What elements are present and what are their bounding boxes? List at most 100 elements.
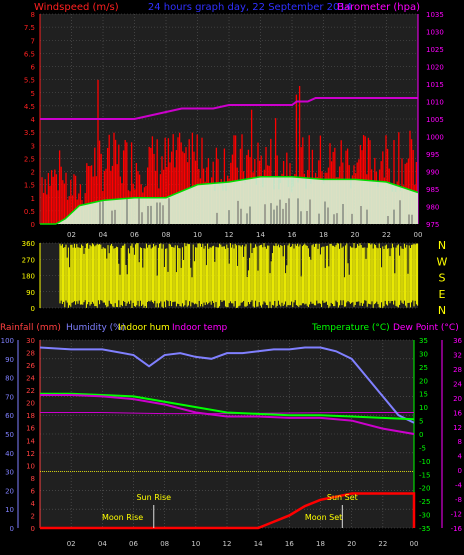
wind-y-tick: 7.5 [24, 24, 35, 32]
indoor-temp-line [40, 412, 414, 415]
wind-y-tick: 5.5 [24, 77, 35, 85]
windspeed-label: Windspeed (m/s) [34, 2, 119, 13]
humidity-tick: 90 [5, 356, 14, 364]
indoor-temp-tick: -4 [455, 482, 463, 490]
rain-tick: 12 [26, 450, 35, 458]
rain-tick: 28 [26, 350, 35, 358]
indoor-temp-tick: 28 [453, 366, 462, 374]
indoor-temp-tick: 4 [458, 453, 463, 461]
wind-x-tick: 00 [414, 231, 423, 239]
temp-tick: 10 [419, 404, 428, 412]
dir-y-tick: 90 [26, 289, 35, 297]
temp-tick: -25 [419, 498, 430, 506]
humidity-line [39, 346, 415, 424]
wind-y-tick: 0.5 [24, 208, 35, 216]
dir-y-tick: 270 [22, 256, 35, 264]
legend-humidity: Humidity (%) [66, 323, 125, 333]
wind-y-tick: 5 [31, 90, 35, 98]
temp-x-tick: 18 [316, 540, 325, 548]
wind-avg-area [40, 176, 418, 224]
humidity-tick: 30 [5, 469, 14, 477]
temp-x-tick: 12 [223, 540, 232, 548]
legend-indoor-hum: Indoor hum [118, 323, 170, 333]
temp-tick: -30 [419, 512, 430, 520]
indoor-temp-tick: 24 [453, 380, 462, 388]
baro-y-tick: 1025 [426, 46, 444, 54]
temp-x-tick: 14 [254, 540, 263, 548]
wind-y-tick: 3.5 [24, 129, 35, 137]
rain-tick: 22 [26, 387, 35, 395]
dewpoint-line [40, 394, 415, 435]
sun-rise-label: Sun Rise [136, 493, 171, 502]
temp-tick: 35 [419, 337, 428, 345]
legend-indoor-temp: Indoor temp [172, 323, 227, 333]
indoor-temp-tick: 8 [458, 438, 462, 446]
baro-y-tick: 995 [426, 151, 439, 159]
moon-rise-label: Moon Rise [102, 513, 143, 522]
baro-y-tick: 1035 [426, 11, 444, 19]
rain-tick: 2 [31, 512, 35, 520]
temp-x-tick: 06 [129, 540, 138, 548]
dir-y-tick: 180 [22, 273, 35, 281]
temp-tick: 0 [419, 431, 423, 439]
wind-x-tick: 14 [256, 231, 265, 239]
temp-tick: 30 [419, 350, 428, 358]
temp-x-tick: 04 [98, 540, 107, 548]
humidity-tick: 20 [5, 487, 14, 495]
temp-x-tick: 08 [160, 540, 169, 548]
temp-x-tick: 10 [191, 540, 200, 548]
indoor-temp-tick: -16 [451, 525, 463, 533]
humidity-tick: 60 [5, 412, 14, 420]
wind-avg-line [40, 176, 419, 225]
wind-y-tick: 4.5 [24, 103, 35, 111]
baro-y-tick: 1020 [426, 64, 444, 72]
wind-x-tick: 10 [193, 231, 202, 239]
rain-tick: 4 [31, 500, 36, 508]
legend-dewpoint: Dew Point (°C) [393, 323, 459, 333]
temp-tick: 25 [419, 364, 428, 372]
compass-n: N [438, 304, 446, 317]
barometer-line [40, 97, 418, 120]
indoor-temp-tick: 20 [453, 395, 462, 403]
indoor-temp-tick: -12 [451, 511, 462, 519]
temp-x-tick: 22 [378, 540, 387, 548]
rain-tick: 14 [26, 437, 35, 445]
wind-y-tick: 8 [31, 11, 35, 19]
temp-x-tick: 02 [67, 540, 76, 548]
baro-y-tick: 1015 [426, 81, 444, 89]
wind-direction-bars [59, 243, 419, 308]
temp-tick: -10 [419, 458, 430, 466]
rain-tick: 24 [26, 375, 35, 383]
wind-y-tick: 2 [31, 169, 35, 177]
temp-tick: 20 [419, 377, 428, 385]
wind-y-tick: 3 [31, 142, 35, 150]
wind-x-tick: 12 [225, 231, 234, 239]
compass-w: W [437, 255, 448, 268]
rain-tick: 8 [31, 475, 35, 483]
wind-y-tick: 4 [31, 116, 36, 124]
wind-y-tick: 1 [31, 195, 35, 203]
rain-tick: 16 [26, 425, 35, 433]
legend-rainfall: Rainfall (mm) [0, 323, 61, 333]
wind-x-tick: 16 [288, 231, 297, 239]
wind-x-tick: 20 [351, 231, 360, 239]
temperature-line [40, 392, 415, 421]
humidity-tick: 80 [5, 375, 14, 383]
wind-y-tick: 0 [31, 221, 35, 229]
wind-y-tick: 6.5 [24, 50, 35, 58]
indoor-temp-tick: 32 [453, 351, 462, 359]
baro-y-tick: 1000 [426, 134, 444, 142]
humidity-tick: 10 [5, 506, 14, 514]
temp-tick: 5 [419, 418, 423, 426]
sun-set-label: Sun Set [327, 493, 358, 502]
humidity-tick: 100 [1, 337, 14, 345]
humidity-tick: 50 [5, 431, 14, 439]
indoor-temp-tick: 0 [458, 467, 462, 475]
humidity-tick: 0 [10, 525, 14, 533]
baro-y-tick: 980 [426, 204, 439, 212]
moon-set-label: Moon Set [305, 513, 342, 522]
rain-tick: 18 [26, 412, 35, 420]
rain-line [40, 492, 416, 530]
wind-x-tick: 06 [130, 231, 139, 239]
